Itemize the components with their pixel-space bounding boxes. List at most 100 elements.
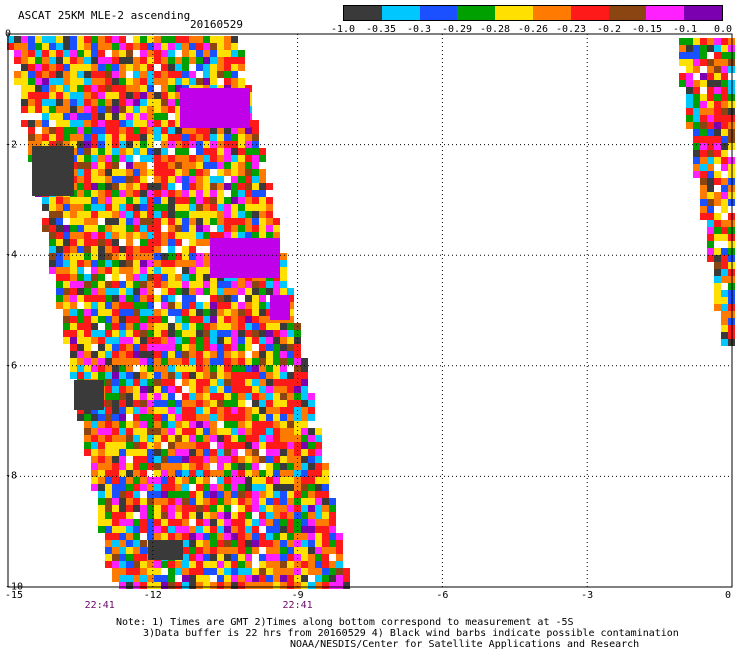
- swath-cell: [301, 379, 308, 386]
- swath-cell: [105, 344, 112, 351]
- swath-cell: [217, 36, 224, 43]
- swath-cell: [217, 512, 224, 519]
- swath-cell: [266, 197, 273, 204]
- swath-cell: [238, 211, 245, 218]
- swath-cell: [63, 323, 70, 330]
- swath-cell: [14, 57, 21, 64]
- swath-cell: [119, 414, 126, 421]
- swath-cell: [154, 106, 161, 113]
- swath-cell: [133, 99, 140, 106]
- swath-cell: [714, 45, 721, 52]
- swath-cell: [63, 71, 70, 78]
- swath-cell: [154, 113, 161, 120]
- swath-cell: [112, 575, 119, 582]
- swath-cell: [322, 533, 329, 540]
- swath-cell: [35, 106, 42, 113]
- colorbar-segment-4: [495, 6, 533, 20]
- swath-cell: [105, 288, 112, 295]
- swath-cell: [175, 491, 182, 498]
- swath-cell: [217, 435, 224, 442]
- swath-cell: [154, 309, 161, 316]
- swath-cell: [203, 547, 210, 554]
- swath-cell: [119, 85, 126, 92]
- swath-cell: [315, 519, 322, 526]
- swath-cell: [203, 456, 210, 463]
- swath-cell: [28, 127, 35, 134]
- swath-cell: [161, 71, 168, 78]
- swath-cell: [273, 463, 280, 470]
- swath-cell: [259, 183, 266, 190]
- swath-cell: [721, 311, 728, 318]
- swath-cell: [238, 57, 245, 64]
- swath-cell: [238, 204, 245, 211]
- swath-cell: [182, 582, 189, 589]
- swath-cell: [161, 288, 168, 295]
- swath-cell: [147, 400, 154, 407]
- swath-cell: [105, 197, 112, 204]
- swath-cell: [245, 218, 252, 225]
- swath-cell: [707, 143, 714, 150]
- swath-cell: [203, 498, 210, 505]
- swath-cell: [182, 295, 189, 302]
- swath-cell: [154, 428, 161, 435]
- swath-cell: [98, 505, 105, 512]
- swath-cell: [168, 78, 175, 85]
- swath-cell: [252, 232, 259, 239]
- swath-cell: [245, 288, 252, 295]
- swath-cell: [175, 64, 182, 71]
- swath-cell: [231, 337, 238, 344]
- swath-cell: [133, 288, 140, 295]
- swath-cell: [77, 190, 84, 197]
- swath-cell: [77, 253, 84, 260]
- swath-cell: [721, 87, 728, 94]
- swath-cell: [224, 526, 231, 533]
- swath-cell: [224, 36, 231, 43]
- swath-cell: [224, 428, 231, 435]
- swath-cell: [56, 106, 63, 113]
- swath-cell: [126, 323, 133, 330]
- swath-cell: [133, 400, 140, 407]
- swath-cell: [245, 533, 252, 540]
- swath-cell: [49, 57, 56, 64]
- swath-cell: [168, 526, 175, 533]
- swath-cell: [105, 218, 112, 225]
- swath-cell: [189, 78, 196, 85]
- swath-cell: [273, 435, 280, 442]
- swath-cell: [329, 575, 336, 582]
- swath-cell: [105, 162, 112, 169]
- swath-cell: [210, 386, 217, 393]
- swath-cell: [126, 43, 133, 50]
- swath-cell: [189, 379, 196, 386]
- swath-cell: [700, 143, 707, 150]
- swath-cell: [224, 533, 231, 540]
- swath-cell: [56, 50, 63, 57]
- swath-cell: [126, 281, 133, 288]
- swath-cell: [175, 148, 182, 155]
- swath-cell: [56, 253, 63, 260]
- swath-cell: [238, 575, 245, 582]
- swath-cell: [126, 162, 133, 169]
- swath-cell: [168, 379, 175, 386]
- swath-cell: [112, 309, 119, 316]
- swath-cell: [252, 491, 259, 498]
- swath-cell: [112, 372, 119, 379]
- swath-cell: [217, 470, 224, 477]
- swath-cell: [210, 540, 217, 547]
- swath-cell: [196, 211, 203, 218]
- swath-cell: [210, 78, 217, 85]
- swath-cell: [203, 533, 210, 540]
- swath-cell: [224, 148, 231, 155]
- swath-cell: [147, 533, 154, 540]
- swath-cell: [126, 519, 133, 526]
- swath-cell: [140, 337, 147, 344]
- swath-cell: [301, 505, 308, 512]
- swath-cell: [329, 519, 336, 526]
- swath-cell: [77, 64, 84, 71]
- swath-cell: [126, 288, 133, 295]
- swath-cell: [175, 323, 182, 330]
- swath-cell: [49, 92, 56, 99]
- swath-cell: [301, 519, 308, 526]
- swath-cell: [189, 393, 196, 400]
- x-tick-label: -9: [291, 590, 304, 601]
- swath-cell: [707, 66, 714, 73]
